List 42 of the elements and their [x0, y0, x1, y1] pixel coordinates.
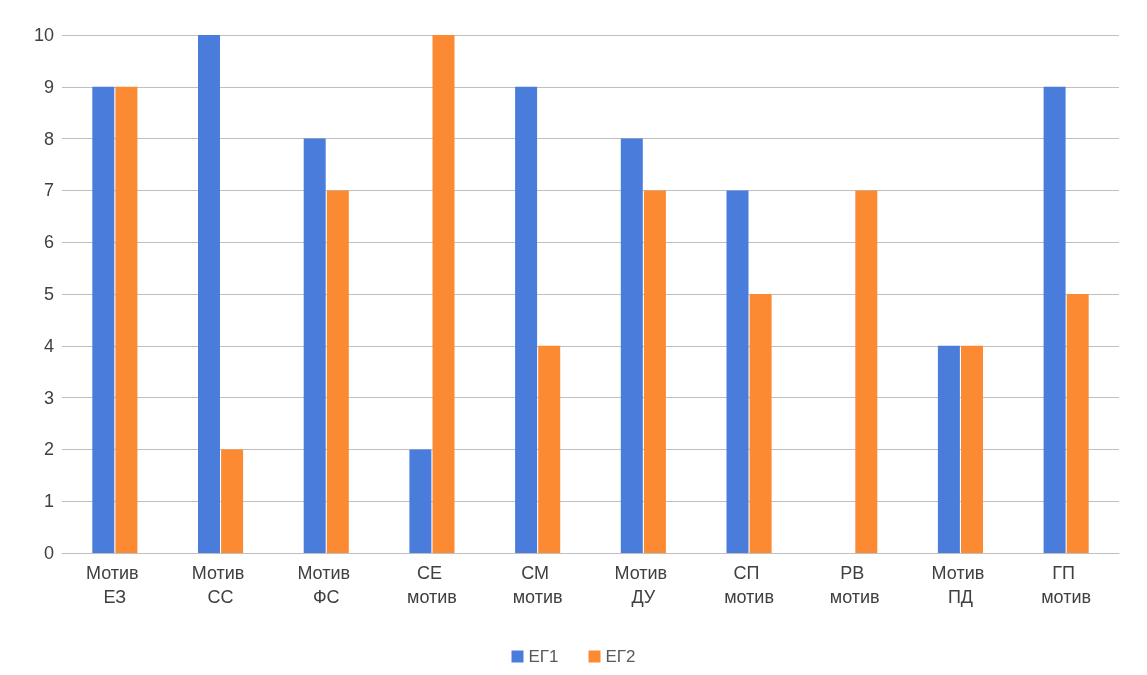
x-tick-label: СМ мотив [512, 563, 563, 607]
x-tick-label: ГП мотив [1041, 563, 1092, 607]
bar [937, 345, 960, 553]
bar [92, 86, 115, 553]
y-tick-label: 7 [43, 180, 54, 201]
y-tick-label: 10 [33, 25, 54, 45]
y-tick-label: 3 [43, 387, 54, 408]
legend-label: ЕГ1 [528, 647, 559, 666]
y-tick-label: 1 [43, 491, 54, 512]
bar [303, 138, 326, 553]
bar [855, 190, 878, 553]
bar [749, 294, 772, 553]
y-tick-label: 9 [43, 76, 54, 97]
bar [198, 35, 220, 553]
x-tick-label: СЕ мотив [407, 563, 457, 607]
bar [620, 138, 643, 553]
bar [961, 345, 983, 553]
y-tick-label: 6 [43, 232, 54, 253]
x-tick-label: Мотив СС [191, 563, 250, 607]
bar [409, 449, 432, 553]
x-tick-label: Мотив ЕЗ [86, 563, 144, 607]
x-tick-label: РВ мотив [829, 563, 880, 607]
bar [326, 190, 349, 553]
y-tick-label: 8 [43, 128, 54, 149]
bar [432, 35, 455, 553]
bar [1043, 86, 1066, 553]
bar [115, 86, 138, 553]
y-tick-label: 0 [43, 543, 54, 563]
bar [515, 86, 538, 553]
x-tick-label: Мотив ПД [931, 563, 990, 607]
y-tick-label: 4 [43, 335, 54, 356]
x-tick-label: СП мотив [724, 563, 774, 607]
bar [643, 190, 666, 553]
bar [221, 449, 244, 553]
x-tick-label: Мотив ФС [297, 563, 356, 607]
bar [538, 345, 561, 553]
y-tick-label: 2 [43, 439, 54, 460]
x-tick-label: Мотив ДУ [614, 563, 673, 607]
bar [726, 190, 749, 553]
legend-label: ЕГ2 [605, 647, 636, 666]
y-tick-label: 5 [43, 284, 54, 304]
bar [1066, 294, 1089, 553]
